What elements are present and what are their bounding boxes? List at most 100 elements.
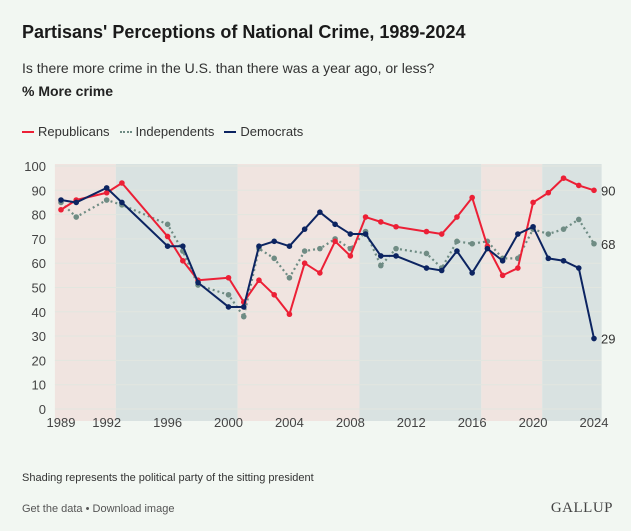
data-point-independents — [560, 226, 567, 232]
data-point-democrats — [317, 209, 323, 215]
data-point-democrats — [256, 243, 262, 249]
data-point-democrats — [378, 253, 384, 259]
data-point-republicans — [286, 311, 293, 318]
data-point-democrats — [438, 267, 445, 274]
data-point-republicans — [545, 189, 552, 196]
data-point-republicans — [256, 277, 262, 284]
x-tick-label: 2008 — [336, 415, 365, 430]
shading-band-democrat — [542, 164, 602, 421]
data-point-democrats — [271, 238, 278, 245]
data-point-independents — [271, 255, 278, 262]
data-point-republicans — [180, 257, 186, 264]
data-point-democrats — [195, 279, 201, 286]
x-tick-label: 1989 — [47, 415, 76, 430]
data-point-democrats — [240, 304, 247, 310]
y-tick-label: 20 — [32, 353, 46, 368]
data-point-republicans — [347, 253, 354, 259]
data-point-democrats — [454, 248, 460, 254]
data-point-democrats — [119, 199, 125, 206]
data-point-independents — [545, 231, 552, 237]
line-chart: 0 10 20 30 40 50 60 70 80 90 100 1989 1992 1996 2000 20… — [24, 159, 615, 430]
data-point-democrats — [164, 243, 171, 249]
data-point-democrats — [180, 243, 186, 249]
data-point-democrats — [393, 253, 399, 259]
x-tick-label: 2000 — [214, 415, 243, 430]
legend-swatch — [22, 130, 34, 133]
data-point-republicans — [362, 214, 369, 220]
data-point-democrats — [515, 231, 521, 237]
data-point-independents — [286, 274, 293, 281]
data-point-republicans — [225, 274, 232, 281]
data-point-democrats — [301, 226, 308, 232]
chart-title: Partisans' Perceptions of National Crime… — [22, 22, 466, 42]
data-point-republicans — [103, 189, 110, 196]
data-point-independents — [164, 221, 171, 228]
y-tick-label: 100 — [24, 159, 46, 174]
x-tick-label: 2012 — [397, 415, 426, 430]
data-point-democrats — [347, 231, 354, 237]
y-tick-label: 50 — [32, 281, 46, 296]
legend-republicans: Republicans — [22, 124, 110, 139]
data-point-independents — [469, 240, 475, 247]
y-tick-label: 80 — [32, 208, 46, 223]
measure-label: % More crime — [22, 83, 114, 99]
data-links[interactable]: Get the data • Download image — [22, 503, 175, 515]
data-point-democrats — [560, 257, 567, 264]
data-point-democrats — [499, 257, 506, 264]
gallup-logo: GALLUP — [550, 500, 613, 516]
data-point-republicans — [438, 231, 445, 237]
x-tick-label: 2020 — [519, 415, 548, 430]
data-point-independents — [575, 216, 582, 223]
y-tick-label: 10 — [32, 378, 46, 393]
y-tick-label: 60 — [32, 256, 46, 271]
y-tick-label: 30 — [32, 329, 46, 344]
chart-subtitle: Is there more crime in the U.S. than the… — [22, 60, 435, 76]
data-point-democrats — [484, 245, 491, 252]
end-label-republicans: 90 — [601, 183, 615, 198]
x-tick-label: 2024 — [580, 415, 609, 430]
data-point-independents — [73, 214, 80, 220]
data-point-independents — [378, 262, 384, 269]
legend: Republicans Independents Democrats — [22, 124, 303, 139]
data-point-democrats — [575, 265, 582, 271]
data-point-democrats — [591, 335, 597, 342]
data-point-republicans — [469, 194, 475, 201]
legend-swatch — [224, 130, 237, 133]
data-point-democrats — [225, 304, 232, 310]
data-point-democrats — [469, 270, 475, 276]
data-point-republicans — [58, 206, 64, 213]
legend-label: Democrats — [240, 124, 304, 139]
data-point-republicans — [560, 175, 567, 181]
end-label-democrats: 29 — [601, 332, 615, 347]
shading-note: Shading represents the political party o… — [22, 472, 314, 484]
data-point-republicans — [332, 238, 338, 245]
data-point-republicans — [164, 233, 171, 240]
shading-band-democrat — [359, 164, 482, 421]
data-point-republicans — [575, 182, 582, 189]
data-point-independents — [240, 313, 247, 320]
data-point-democrats — [362, 231, 369, 237]
data-point-republicans — [423, 228, 430, 235]
data-point-republicans — [393, 223, 399, 230]
data-point-democrats — [530, 223, 536, 230]
end-label-independents: 68 — [601, 237, 615, 252]
y-tick-label: 90 — [32, 183, 46, 198]
data-point-democrats — [423, 265, 430, 271]
data-point-republicans — [301, 260, 308, 267]
x-tick-label: 1996 — [153, 415, 182, 430]
data-point-republicans — [591, 187, 597, 194]
data-point-democrats — [103, 185, 110, 191]
data-point-democrats — [545, 255, 552, 262]
data-point-democrats — [58, 197, 64, 203]
y-tick-label: 70 — [32, 232, 46, 247]
x-tick-label: 2016 — [458, 415, 487, 430]
legend-independents: Independents — [119, 124, 215, 139]
data-point-independents — [225, 291, 232, 298]
x-tick-label: 1992 — [92, 415, 121, 430]
data-point-republicans — [119, 180, 125, 186]
data-point-independents — [454, 238, 460, 245]
data-point-democrats — [73, 199, 80, 206]
data-point-independents — [591, 240, 597, 247]
legend-label: Independents — [135, 124, 215, 139]
